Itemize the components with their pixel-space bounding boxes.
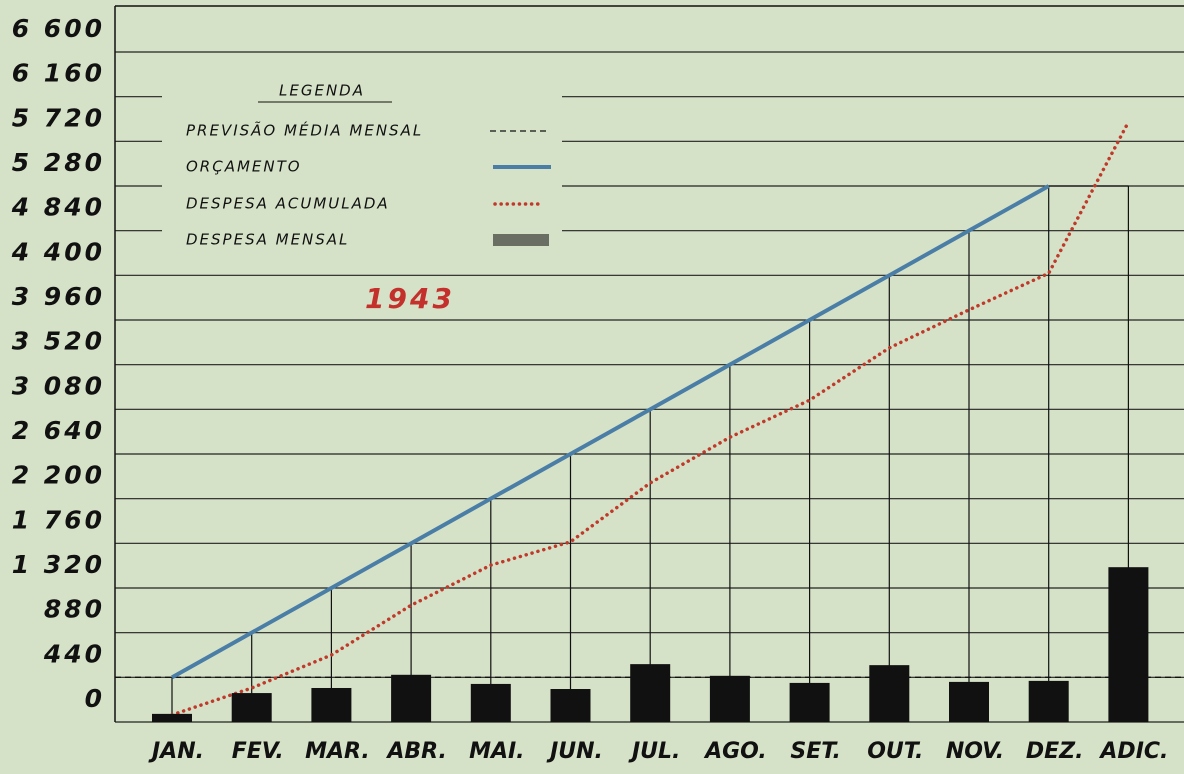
bar	[709, 675, 750, 722]
x-tick-label: ADIC.	[1098, 739, 1168, 764]
bar	[1108, 567, 1149, 722]
x-tick-label: MAR.	[305, 739, 370, 764]
series-line	[171, 184, 1050, 680]
x-tick-label: DEZ.	[1026, 739, 1084, 764]
x-tick-label: NOV.	[946, 739, 1004, 764]
bar	[1028, 680, 1069, 722]
legend-label: DESPESA ACUMULADA	[186, 195, 390, 213]
y-tick-label: 440	[43, 639, 105, 668]
y-tick-label: 3 080	[12, 371, 105, 400]
bar	[789, 682, 830, 722]
x-tick-label: JUL.	[628, 739, 680, 764]
x-tick-label: OUT.	[867, 739, 923, 764]
bar	[391, 674, 432, 722]
y-tick-label: 6 160	[12, 59, 105, 88]
y-tick-label: 2 640	[12, 416, 105, 445]
y-tick-label: 5 720	[12, 103, 105, 132]
bar	[311, 687, 352, 722]
x-tick-label: JUN.	[546, 739, 603, 764]
legend-title: LEGENDA	[279, 82, 365, 100]
legend-label: ORÇAMENTO	[186, 158, 302, 176]
chart-title: 1943	[365, 282, 455, 315]
bar	[949, 681, 989, 722]
legend-swatch	[493, 234, 549, 246]
y-tick-label: 6 600	[12, 14, 105, 43]
x-tick-label: AGO.	[703, 739, 767, 764]
y-tick-label: 3 960	[12, 282, 105, 311]
bar	[231, 693, 272, 722]
y-tick-label: 1 760	[12, 505, 105, 534]
y-tick-label: 880	[44, 595, 105, 624]
y-tick-label: 4 400	[11, 237, 105, 266]
y-tick-label: 5 280	[12, 148, 105, 177]
legend-label: DESPESA MENSAL	[186, 231, 349, 249]
x-tick-label: FEV.	[232, 739, 284, 764]
x-tick-label: JAN.	[148, 739, 204, 764]
bar	[152, 713, 192, 722]
bar	[869, 665, 910, 722]
x-tick-label: ABR.	[385, 739, 447, 764]
y-tick-label: 2 200	[12, 461, 105, 490]
y-tick-label: 4 840	[11, 193, 105, 222]
x-tick-label: SET.	[790, 739, 841, 764]
bar	[550, 689, 591, 722]
bar	[470, 683, 511, 722]
y-tick-label: 0	[85, 684, 105, 713]
x-tick-label: MAI.	[469, 739, 524, 764]
series-line	[170, 120, 1131, 717]
y-tick-label: 3 520	[12, 327, 105, 356]
legend-label: PREVISÃO MÉDIA MENSAL	[186, 121, 423, 140]
y-tick-label: 1 320	[12, 550, 105, 579]
bar	[630, 664, 671, 722]
